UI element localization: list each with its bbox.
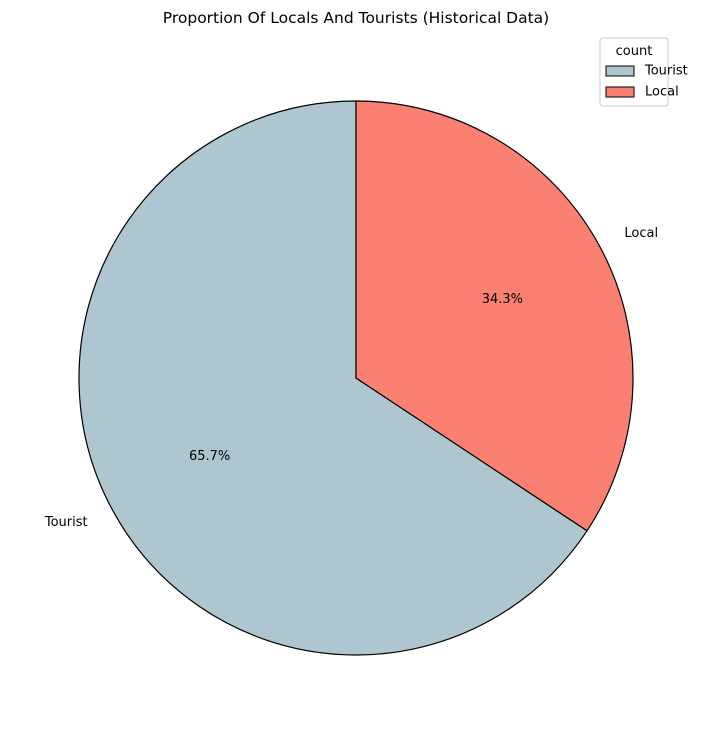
legend-entries: Tourist Local [605,64,688,100]
legend-swatch-tourist [605,65,635,77]
pct-label-tourist: 65.7% [189,449,230,464]
slices-layer [78,100,634,656]
legend: count Tourist Local [599,37,688,107]
pie-slice-tourist [78,100,588,656]
slice-label-local: Local [624,226,658,241]
pie-slice-local [355,100,634,532]
legend-swatch-local [605,86,635,98]
labels-layer: 65.7% Tourist 34.3% Local [44,226,658,530]
chart-title: Proportion Of Locals And Tourists (Histo… [163,9,549,27]
pct-label-local: 34.3% [482,292,523,307]
legend-title: count [616,44,653,59]
legend-label-local: Local [645,85,679,100]
slice-label-tourist: Tourist [44,515,88,530]
legend-label-tourist: Tourist [644,64,688,79]
